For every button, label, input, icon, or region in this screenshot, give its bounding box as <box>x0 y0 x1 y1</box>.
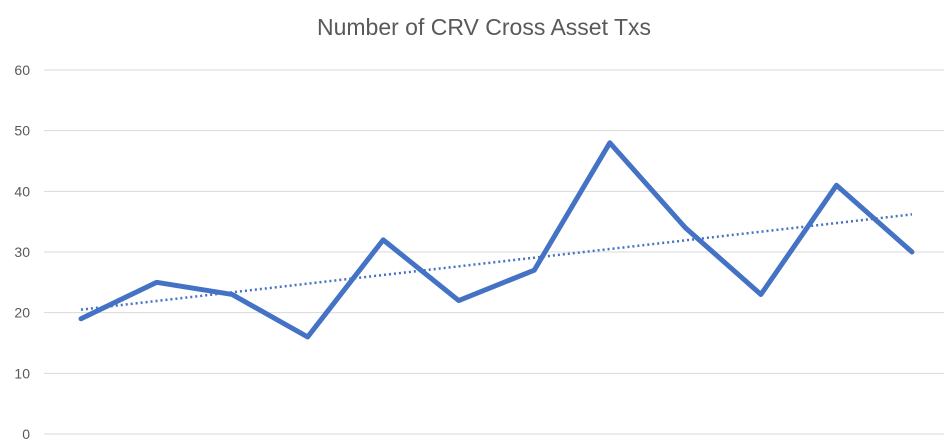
y-tick-label-10: 10 <box>14 365 30 381</box>
y-tick-label-20: 20 <box>14 305 30 321</box>
y-tick-label-60: 60 <box>14 62 30 78</box>
y-tick-label-40: 40 <box>14 183 30 199</box>
trendline-line <box>80 213 913 311</box>
y-tick-label-0: 0 <box>22 426 30 442</box>
y-tick-label-50: 50 <box>14 123 30 139</box>
trendline <box>80 213 913 311</box>
series-line-0 <box>78 140 915 340</box>
gridlines <box>44 69 944 435</box>
y-tick-label-30: 30 <box>14 244 30 260</box>
y-axis-ticks: 0 10 20 30 40 50 60 <box>14 62 30 442</box>
series <box>78 140 915 340</box>
chart-title: Number of CRV Cross Asset Txs <box>316 14 652 40</box>
